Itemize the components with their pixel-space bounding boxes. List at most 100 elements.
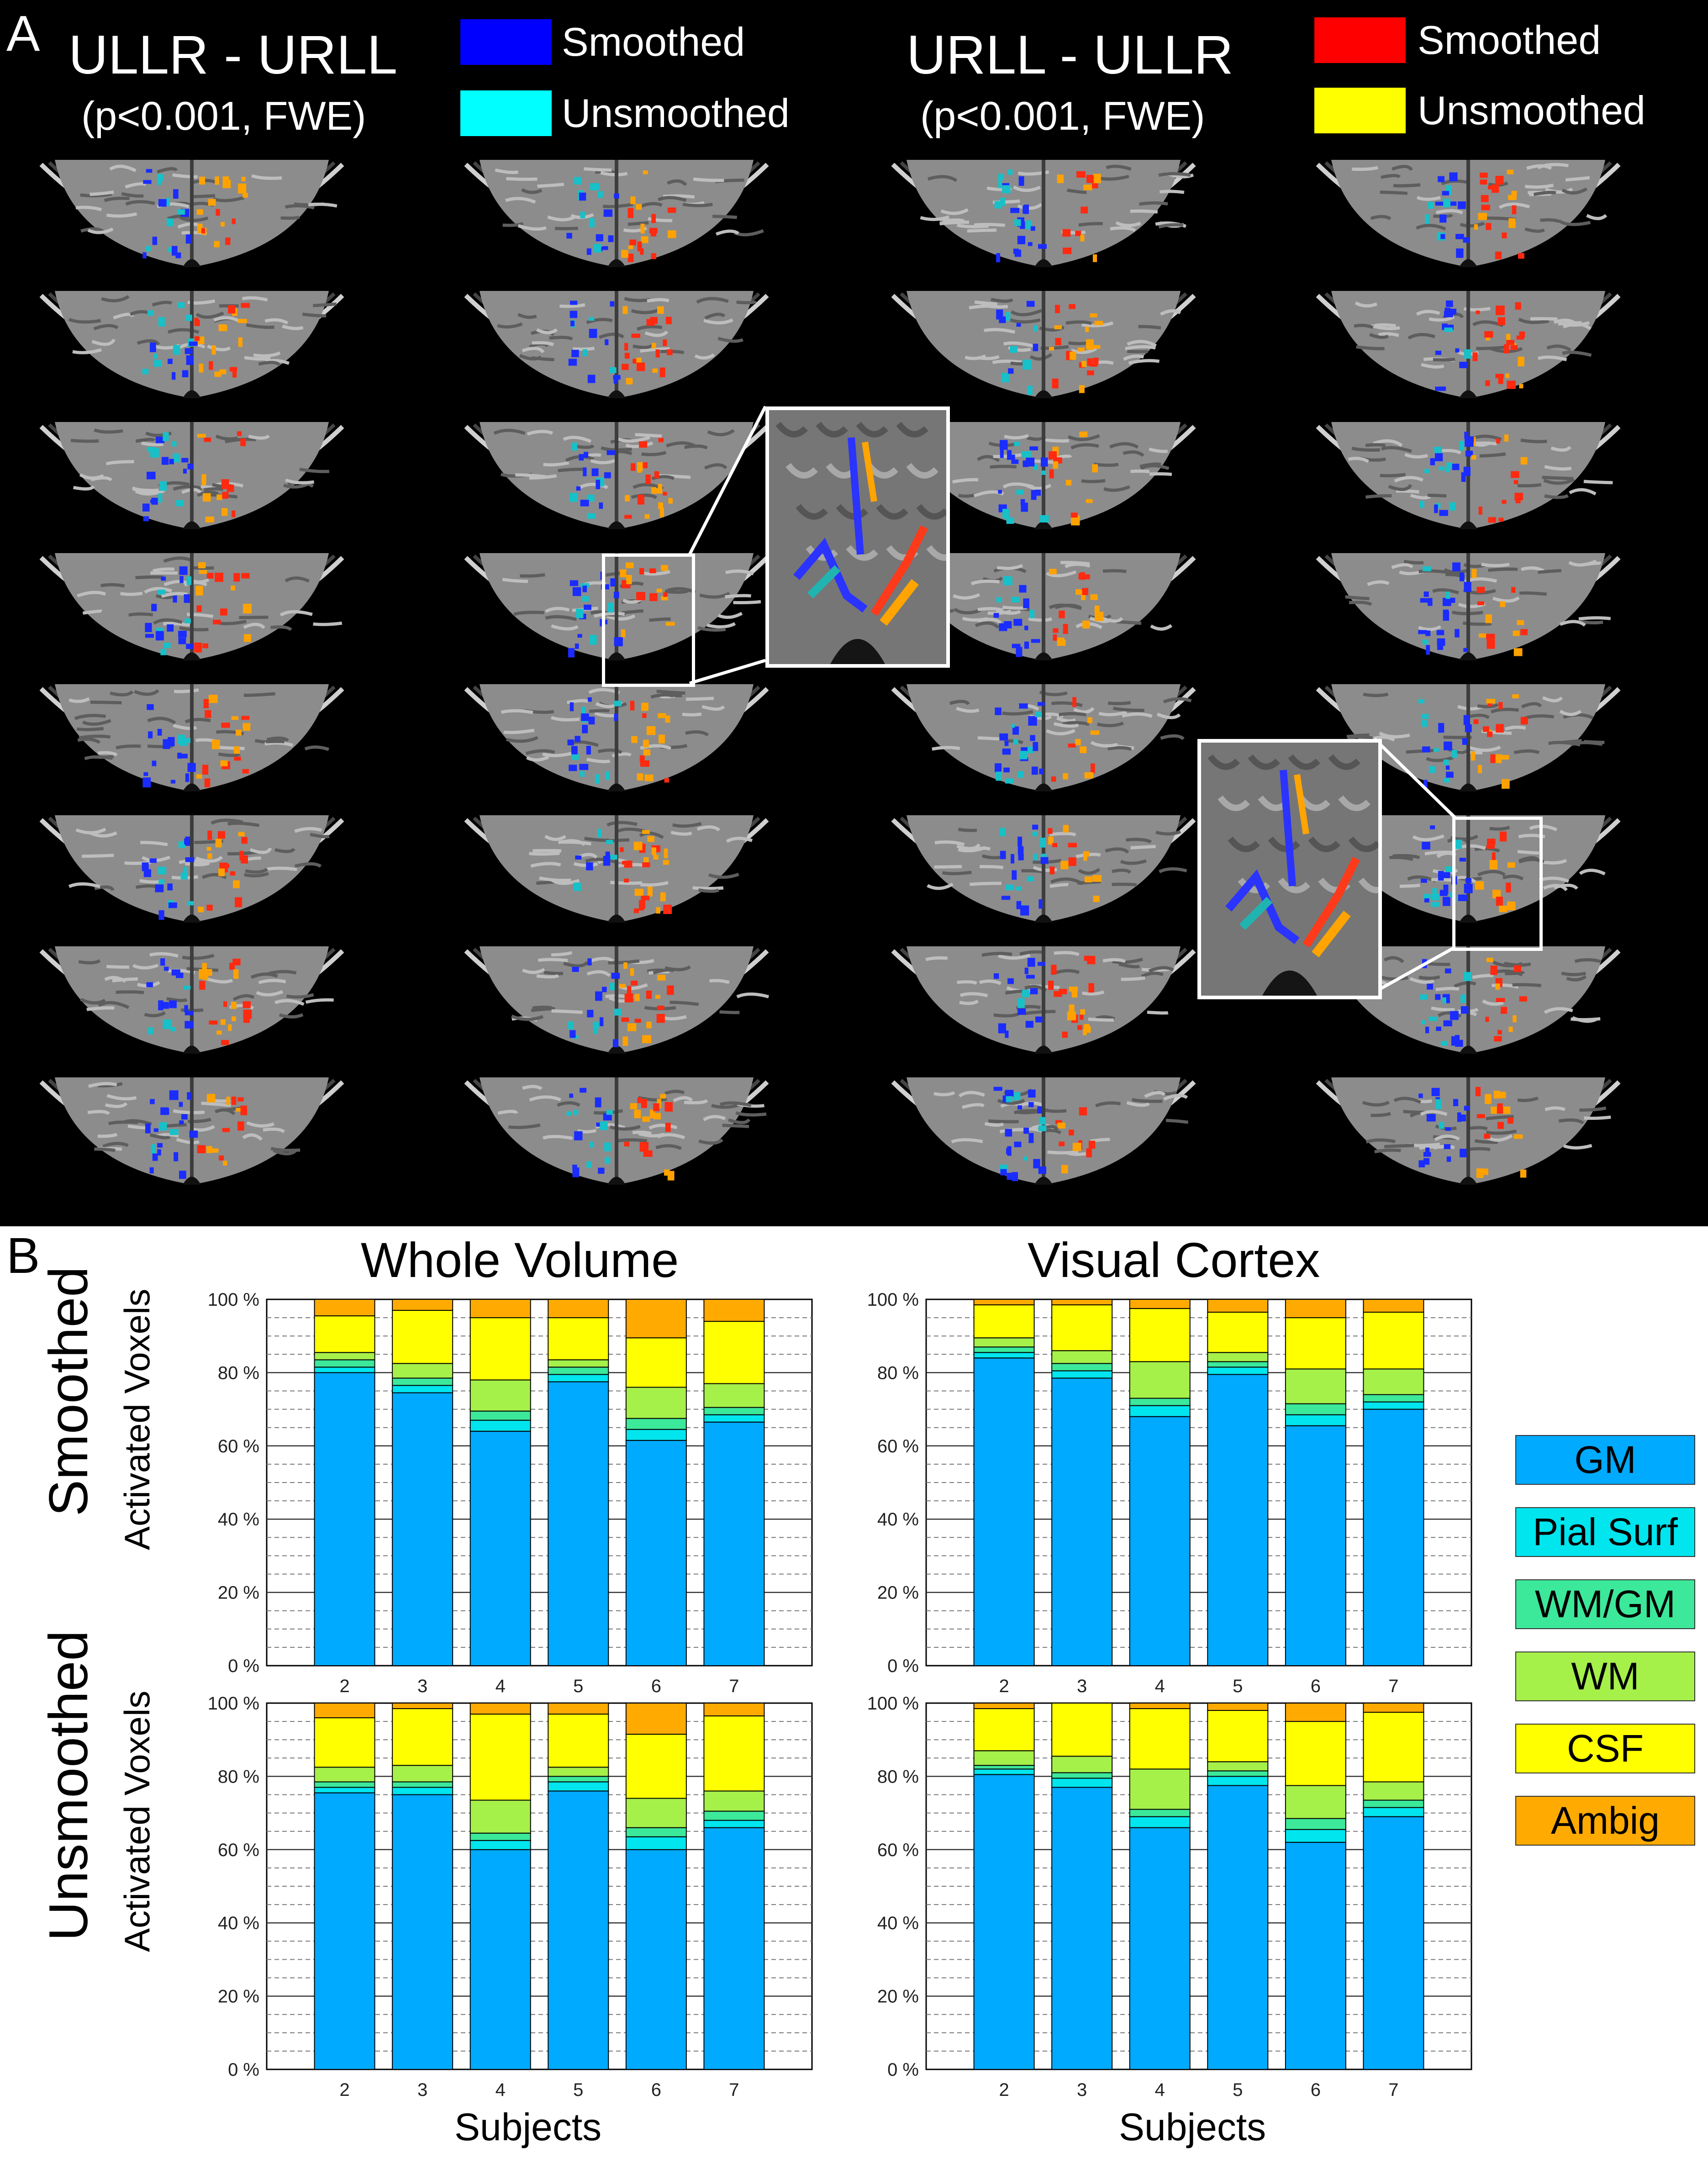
bar-segment-csf (469, 1317, 531, 1381)
y-tick-label: 20 % (877, 1987, 919, 2007)
right-legend-smoothed-label: Smoothed (1418, 17, 1601, 63)
bar-segment-gm (1363, 1816, 1424, 2070)
brain-slice (891, 815, 1196, 923)
legend-item-wm: WM (1515, 1651, 1695, 1701)
bar-segment-ambig (548, 1703, 609, 1715)
bar-segment-wm (314, 1352, 375, 1361)
x-tick-label: 3 (1077, 2080, 1087, 2100)
y-tick-label: 80 % (877, 1767, 919, 1787)
bar-segment-ambig (392, 1299, 453, 1311)
bar-segment-csf (703, 1715, 765, 1792)
bar-segment-csf (1285, 1317, 1346, 1370)
brain-slice (464, 160, 769, 267)
brain-slice (1316, 422, 1621, 529)
stacked-bar-chart: 0 % 20 % 40 % 60 % 80 % 100 % 2 3 4 5 6 7 (208, 1694, 813, 2100)
bar-segment-csf (548, 1317, 609, 1361)
zoom-source-box-right (1452, 817, 1543, 951)
zoom-connector-lines (688, 406, 1456, 994)
bar-segment-wm (1207, 1352, 1269, 1362)
bar-segment-ambig (1051, 1299, 1113, 1306)
bar-segment-csf (625, 1337, 687, 1388)
legend-item-csf: CSF (1515, 1724, 1695, 1773)
brain-slice (1316, 160, 1621, 267)
x-tick-label: 5 (573, 1676, 583, 1696)
y-tick-label: 80 % (218, 1363, 259, 1383)
bar-segment-gm (973, 1774, 1035, 2070)
bar-segment-gm (314, 1792, 375, 2070)
brain-slice (1316, 1077, 1621, 1185)
bar-segment-wm (469, 1379, 531, 1412)
xlabel-left: Subjects (454, 2105, 602, 2148)
brain-slice (464, 291, 769, 398)
bar-segment-wm-gm (392, 1377, 453, 1386)
x-tick-label: 7 (729, 2080, 739, 2100)
bar-segment-ambig (469, 1703, 531, 1715)
right-legend-smoothed-swatch (1314, 17, 1406, 63)
bar-segment-wm-gm (314, 1781, 375, 1788)
bar-segment-csf (314, 1717, 375, 1768)
bar-segment-csf (1129, 1708, 1191, 1770)
bar-segment-wm (392, 1765, 453, 1783)
bar-segment-csf (1285, 1721, 1346, 1786)
bar-segment-wm (314, 1767, 375, 1783)
bar-segment-csf (703, 1321, 765, 1384)
bar-segment-wm-gm (548, 1776, 609, 1783)
x-tick-label: 7 (1388, 2080, 1398, 2100)
bar-segment-gm (703, 1421, 765, 1667)
x-tick-label: 7 (729, 1676, 739, 1696)
right-contrast-subtitle: (p<0.001, FWE) (920, 93, 1205, 138)
bar-segment-ambig (314, 1299, 375, 1317)
bar-segment-pial-surf (392, 1787, 453, 1795)
bar-segment-ambig (1129, 1703, 1191, 1710)
zoom-inset-right (1197, 739, 1382, 999)
bar-segment-ambig (1285, 1703, 1346, 1722)
bar-segment-pial-surf (703, 1820, 765, 1828)
brain-slice (464, 422, 769, 529)
y-tick-label: 0 % (887, 2060, 919, 2080)
bar-segment-ambig (973, 1703, 1035, 1710)
bar-segment-csf (1207, 1710, 1269, 1762)
left-contrast-subtitle: (p<0.001, FWE) (81, 93, 366, 138)
x-tick-label: 2 (999, 2080, 1009, 2100)
bar-segment-wm-gm (625, 1827, 687, 1837)
right-contrast-title: URLL - ULLR (907, 24, 1234, 85)
right-legend-unsmoothed-label: Unsmoothed (1418, 88, 1645, 133)
bar-segment-csf (625, 1734, 687, 1799)
bar-segment-csf (392, 1708, 453, 1766)
bar-segment-wm-gm (548, 1367, 609, 1375)
bar-segment-pial-surf (1129, 1816, 1191, 1828)
panel-b-letter: B (6, 1228, 40, 1284)
brain-slice (891, 946, 1196, 1054)
bar-segment-csf (392, 1310, 453, 1364)
legend-item-gm: GM (1515, 1435, 1695, 1485)
bar-segment-wm (625, 1798, 687, 1828)
bar-segment-wm-gm (1051, 1772, 1113, 1779)
bar-segment-ambig (1363, 1703, 1424, 1713)
bar-segment-wm-gm (703, 1407, 765, 1415)
bar-segment-gm (469, 1430, 531, 1667)
y-tick-label: 100 % (867, 1290, 919, 1310)
x-tick-label: 5 (1233, 1676, 1243, 1696)
bar-segment-wm (973, 1337, 1035, 1348)
y-tick-label: 20 % (877, 1583, 919, 1603)
brain-slice (464, 1077, 769, 1185)
brain-slice (39, 684, 344, 791)
bar-segment-ambig (1207, 1703, 1269, 1711)
bar-segment-wm (1129, 1768, 1191, 1810)
y-tick-label: 80 % (218, 1767, 259, 1787)
bar-segment-csf (469, 1714, 531, 1801)
bar-segment-csf (1363, 1712, 1424, 1783)
x-tick-label: 6 (1311, 1676, 1321, 1696)
bar-segment-wm (1363, 1781, 1424, 1801)
bar-segment-wm-gm (469, 1832, 531, 1841)
stacked-bar-plots: 0 %20 %40 %60 %80 %100 %2 3 4 5 6 70 %20 %40 … (208, 1290, 1472, 2100)
bar-segment-csf (973, 1708, 1035, 1752)
y-tick-label: 0 % (228, 1656, 259, 1676)
bar-segment-csf (1051, 1304, 1113, 1351)
x-tick-label: 2 (999, 1676, 1009, 1696)
bar-segment-csf (548, 1714, 609, 1768)
brain-slice (39, 1077, 344, 1185)
bar-segment-csf (1207, 1312, 1269, 1353)
bar-segment-wm-gm (625, 1418, 687, 1430)
bar-segment-pial-surf (625, 1836, 687, 1850)
